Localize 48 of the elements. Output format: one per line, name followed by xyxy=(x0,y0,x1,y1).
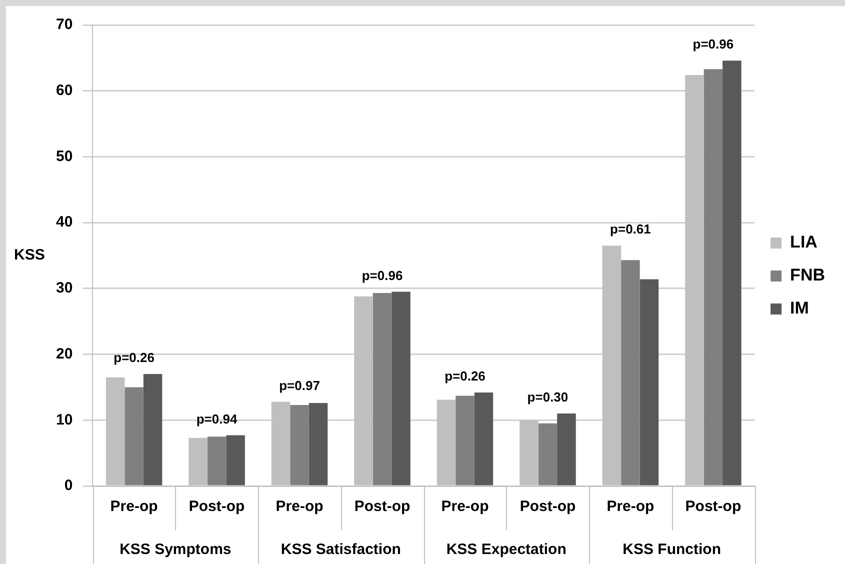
bar xyxy=(640,279,659,486)
bar xyxy=(124,387,144,486)
annotation: p=0.97 xyxy=(279,378,320,393)
x-tick-label: Pre-op xyxy=(606,498,654,516)
text: KSS Expectation xyxy=(446,541,566,558)
annotation: p=0.96 xyxy=(692,36,734,52)
y-axis-title: KSS xyxy=(14,246,45,264)
annotation: p=0.94 xyxy=(196,411,238,426)
bar xyxy=(704,69,723,486)
y-tick-label: 30 xyxy=(56,280,73,297)
x-tick-label: Pre-op xyxy=(110,498,158,516)
y-tick-label: 10 xyxy=(56,411,73,428)
bar xyxy=(621,260,640,486)
legend-label: LIA xyxy=(790,232,818,252)
annotation: p=0.61 xyxy=(610,222,651,237)
x-tick-label: Pre-op xyxy=(276,498,324,516)
bar xyxy=(456,396,474,486)
y-tick-label: 70 xyxy=(56,16,73,34)
bar xyxy=(557,414,576,486)
annotation: p=0.96 xyxy=(362,268,403,283)
x-tick-label: Post-op xyxy=(520,498,576,516)
bar xyxy=(474,392,494,486)
bar xyxy=(290,404,309,486)
y-tick-label: 40 xyxy=(56,214,73,231)
y-tick-label: 0 xyxy=(64,477,73,494)
bar xyxy=(722,60,742,486)
y-tick-label: 60 xyxy=(56,82,73,99)
annotation: p=0.30 xyxy=(527,390,568,405)
x-tick-label: Pre-op xyxy=(441,498,489,516)
x-tick-label: Post-op xyxy=(685,498,742,516)
text: KSS Function xyxy=(622,541,721,558)
text: KSS Symptoms xyxy=(120,541,232,558)
y-tick-label: 50 xyxy=(56,148,73,165)
text: KSS Satisfaction xyxy=(280,541,401,558)
legend-label: FNB xyxy=(790,266,826,285)
y-tick-label: 20 xyxy=(56,345,73,362)
bar xyxy=(308,403,328,486)
x-tick-label: Post-op xyxy=(354,498,410,516)
legend-label: IM xyxy=(790,298,809,318)
bar xyxy=(207,436,226,486)
bar xyxy=(392,292,410,486)
bar xyxy=(143,374,162,486)
bar xyxy=(538,423,558,486)
bar xyxy=(226,435,245,486)
annotation: p=0.26 xyxy=(114,350,154,366)
bar xyxy=(372,293,392,486)
annotation: p=0.26 xyxy=(444,368,486,384)
x-tick-label: Post-op xyxy=(188,498,245,516)
